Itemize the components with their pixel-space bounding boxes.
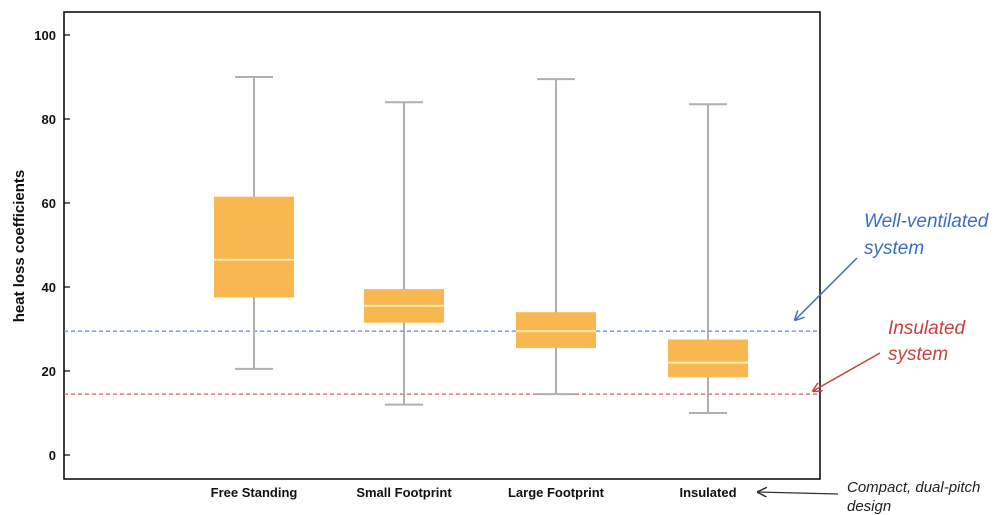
y-tick-label-20: 20 <box>42 364 56 379</box>
y-tick-label-60: 60 <box>42 196 56 211</box>
x-category-label-3: Insulated <box>679 485 736 500</box>
reference-lines <box>64 330 820 395</box>
y-tick-label-100: 100 <box>34 28 56 43</box>
box-0 <box>214 76 294 370</box>
x-category-label-0: Free Standing <box>211 485 298 500</box>
plot-frame <box>63 11 821 480</box>
y-axis-label: heat loss coefficients <box>11 170 28 323</box>
iqr-box-3 <box>668 339 748 378</box>
x-axis-categories: Free Standing Small Footprint Large Footpr… <box>211 485 737 500</box>
annotation-well-ventilated: Well-ventilated system <box>795 211 990 320</box>
box-1 <box>364 101 444 406</box>
box-series <box>214 76 748 414</box>
arrow-well-ventilated <box>795 257 858 320</box>
annotation-compact-line-1: Compact, dual-pitch <box>847 479 980 496</box>
y-tick-label-80: 80 <box>42 112 56 127</box>
x-category-label-1: Small Footprint <box>356 485 452 500</box>
iqr-box-2 <box>516 312 596 348</box>
y-tick-label-0: 0 <box>49 448 56 463</box>
annotation-insulated-line-2: system <box>888 344 948 365</box>
annotation-insulated-line-1: Insulated <box>888 318 967 339</box>
box-2 <box>516 78 596 396</box>
annotation-well-ventilated-line-2: system <box>864 238 924 259</box>
annotation-well-ventilated-line-1: Well-ventilated <box>864 211 990 232</box>
x-category-label-2: Large Footprint <box>508 485 605 500</box>
arrow-insulated <box>813 352 881 391</box>
arrow-compact-design <box>758 492 839 494</box>
annotation-insulated: Insulated system <box>813 318 967 391</box>
annotation-compact-design: Compact, dual-pitch design <box>758 479 980 515</box>
y-tick-label-40: 40 <box>42 280 56 295</box>
iqr-box-0 <box>214 196 294 298</box>
box-3 <box>668 103 748 414</box>
annotation-compact-line-2: design <box>847 498 891 515</box>
y-axis: 0 20 40 60 80 100 <box>34 28 70 463</box>
